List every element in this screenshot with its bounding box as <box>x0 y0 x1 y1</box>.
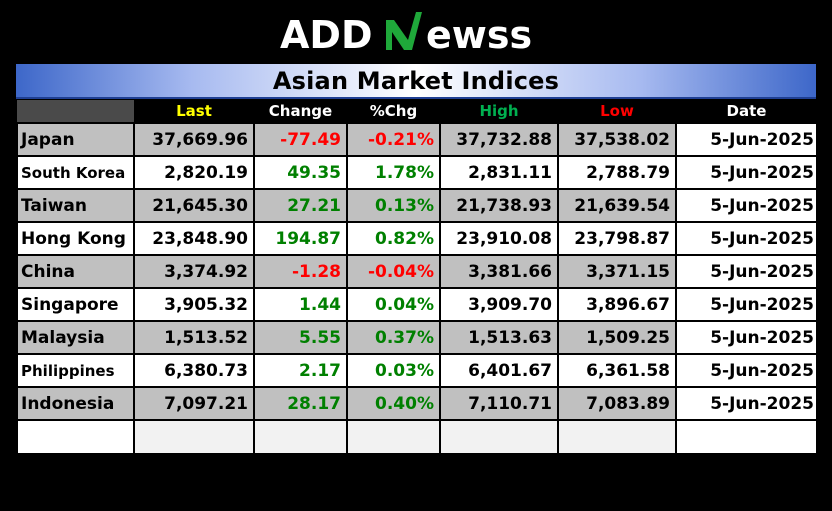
date-cell: 5-Jun-2025 <box>675 320 818 355</box>
pct-change-cell: -0.04% <box>346 254 441 289</box>
pct-change-cell: -0.21% <box>346 122 441 157</box>
change-cell: 1.44 <box>253 287 348 322</box>
change-cell: 194.87 <box>253 221 348 256</box>
pct-change-cell: 0.03% <box>346 353 441 388</box>
header-high: High <box>440 100 558 123</box>
low-cell: 23,798.87 <box>557 221 677 256</box>
pct-change-cell: 0.04% <box>346 287 441 322</box>
empty-cell <box>439 419 559 455</box>
last-cell: 6,380.73 <box>133 353 255 388</box>
page-title: Asian Market Indices <box>272 66 560 95</box>
high-cell: 37,732.88 <box>439 122 559 157</box>
table-row: Hong Kong 23,848.90 194.87 0.82% 23,910.08 23… <box>16 221 818 256</box>
last-cell: 23,848.90 <box>133 221 255 256</box>
pct-change-cell: 0.13% <box>346 188 441 223</box>
date-cell: 5-Jun-2025 <box>675 221 818 256</box>
change-cell: 49.35 <box>253 155 348 190</box>
change-cell: 28.17 <box>253 386 348 421</box>
low-cell: 37,538.02 <box>557 122 677 157</box>
table-row: Malaysia 1,513.52 5.55 0.37% 1,513.63 1,509.2… <box>16 320 818 355</box>
table-row: Japan 37,669.96 -77.49 -0.21% 37,732.88 37,53… <box>16 122 818 157</box>
country-cell: China <box>16 254 135 289</box>
empty-cell <box>557 419 677 455</box>
logo-text-add: ADD <box>280 13 373 56</box>
low-cell: 7,083.89 <box>557 386 677 421</box>
high-cell: 7,110.71 <box>439 386 559 421</box>
country-cell: Hong Kong <box>16 221 135 256</box>
logo-n-mark-icon <box>386 12 422 50</box>
header-change: Change <box>254 100 347 123</box>
empty-cell <box>346 419 441 455</box>
table-row: Philippines 6,380.73 2.17 0.03% 6,401.67 6,36… <box>16 353 818 388</box>
date-cell: 5-Jun-2025 <box>675 188 818 223</box>
header-low: Low <box>558 100 676 123</box>
country-cell: Malaysia <box>16 320 135 355</box>
header-country <box>17 100 134 123</box>
date-cell: 5-Jun-2025 <box>675 122 818 157</box>
pct-change-cell: 0.37% <box>346 320 441 355</box>
table-row: China 3,374.92 -1.28 -0.04% 3,381.66 3,371.15… <box>16 254 818 289</box>
low-cell: 21,639.54 <box>557 188 677 223</box>
high-cell: 3,381.66 <box>439 254 559 289</box>
table-row: Indonesia 7,097.21 28.17 0.40% 7,110.71 7,083… <box>16 386 818 421</box>
country-cell: Taiwan <box>16 188 135 223</box>
table-row: South Korea 2,820.19 49.35 1.78% 2,831.11 2,7… <box>16 155 818 190</box>
last-cell: 21,645.30 <box>133 188 255 223</box>
high-cell: 3,909.70 <box>439 287 559 322</box>
date-cell: 5-Jun-2025 <box>675 155 818 190</box>
empty-cell <box>133 419 255 455</box>
last-cell: 3,374.92 <box>133 254 255 289</box>
low-cell: 3,371.15 <box>557 254 677 289</box>
empty-row <box>16 419 818 455</box>
change-cell: 5.55 <box>253 320 348 355</box>
empty-cell <box>675 419 818 455</box>
title-banner: Asian Market Indices <box>16 64 816 99</box>
table-body: Japan 37,669.96 -77.49 -0.21% 37,732.88 37,53… <box>16 122 818 455</box>
low-cell: 2,788.79 <box>557 155 677 190</box>
country-cell: Philippines <box>16 353 135 388</box>
pct-change-cell: 1.78% <box>346 155 441 190</box>
high-cell: 21,738.93 <box>439 188 559 223</box>
date-cell: 5-Jun-2025 <box>675 254 818 289</box>
market-table-container: Last Change %Chg High Low Date Japan 37,6… <box>16 100 818 455</box>
brand-logo: ADD ewss <box>0 0 832 64</box>
addnewss-logo-icon: ADD ewss <box>280 12 532 56</box>
last-cell: 1,513.52 <box>133 320 255 355</box>
low-cell: 1,509.25 <box>557 320 677 355</box>
logo-text-ewss: ewss <box>426 13 532 56</box>
header-date: Date <box>676 100 817 123</box>
country-cell: Indonesia <box>16 386 135 421</box>
market-indices-table: Last Change %Chg High Low Date Japan 37,6… <box>16 100 818 455</box>
header-pctchg: %Chg <box>347 100 440 123</box>
empty-cell <box>16 419 135 455</box>
last-cell: 3,905.32 <box>133 287 255 322</box>
country-cell: Singapore <box>16 287 135 322</box>
country-cell: Japan <box>16 122 135 157</box>
header-last: Last <box>134 100 254 123</box>
change-cell: -1.28 <box>253 254 348 289</box>
date-cell: 5-Jun-2025 <box>675 386 818 421</box>
high-cell: 23,910.08 <box>439 221 559 256</box>
last-cell: 37,669.96 <box>133 122 255 157</box>
change-cell: 27.21 <box>253 188 348 223</box>
high-cell: 2,831.11 <box>439 155 559 190</box>
change-cell: -77.49 <box>253 122 348 157</box>
empty-cell <box>253 419 348 455</box>
high-cell: 1,513.63 <box>439 320 559 355</box>
high-cell: 6,401.67 <box>439 353 559 388</box>
table-header-row: Last Change %Chg High Low Date <box>17 100 817 123</box>
last-cell: 7,097.21 <box>133 386 255 421</box>
last-cell: 2,820.19 <box>133 155 255 190</box>
low-cell: 6,361.58 <box>557 353 677 388</box>
pct-change-cell: 0.82% <box>346 221 441 256</box>
date-cell: 5-Jun-2025 <box>675 287 818 322</box>
change-cell: 2.17 <box>253 353 348 388</box>
table-row: Taiwan 21,645.30 27.21 0.13% 21,738.93 21,639… <box>16 188 818 223</box>
low-cell: 3,896.67 <box>557 287 677 322</box>
date-cell: 5-Jun-2025 <box>675 353 818 388</box>
country-cell: South Korea <box>16 155 135 190</box>
table-row: Singapore 3,905.32 1.44 0.04% 3,909.70 3,896.… <box>16 287 818 322</box>
pct-change-cell: 0.40% <box>346 386 441 421</box>
